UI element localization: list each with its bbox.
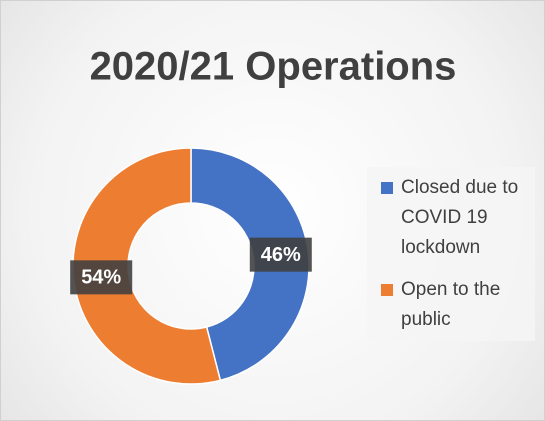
- slice: [72, 147, 222, 385]
- data-label: 54%: [81, 267, 121, 289]
- legend-entry: Open to the public: [375, 275, 527, 335]
- chart-title: 2020/21 Operations: [90, 45, 457, 89]
- slice: [190, 147, 310, 382]
- legend: Closed due to COVID 19 lockdown Open to t…: [367, 167, 535, 341]
- legend-swatch: [381, 284, 393, 296]
- data-label-box: [70, 260, 133, 295]
- legend-swatch: [381, 182, 393, 194]
- data-label: 46%: [261, 244, 301, 266]
- legend-label: Open to the public: [401, 279, 501, 330]
- legend-label: Closed due to COVID 19 lockdown: [401, 177, 519, 258]
- data-label-box: [249, 237, 312, 272]
- legend-entry: Closed due to COVID 19 lockdown: [375, 173, 527, 263]
